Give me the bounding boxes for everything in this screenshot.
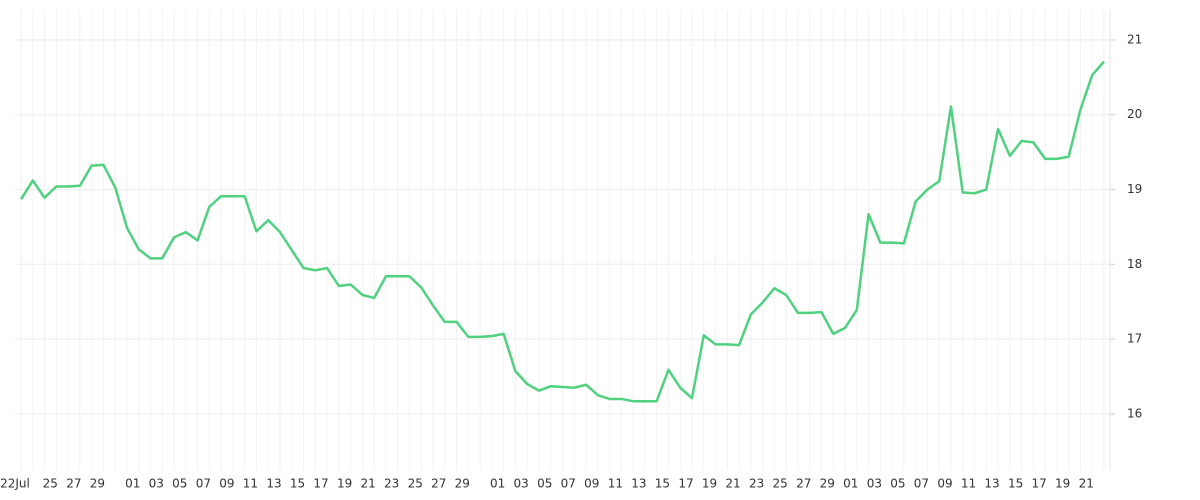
price-line: [19, 60, 1105, 403]
x-tick-label: 11: [608, 477, 623, 491]
x-tick-label: 03: [867, 477, 882, 491]
x-tick-label: 25: [43, 477, 58, 491]
x-tick-label: 01: [490, 477, 505, 491]
x-tick-label: 11: [961, 477, 976, 491]
x-tick-label: 07: [914, 477, 929, 491]
x-tick-label: 23: [384, 477, 399, 491]
x-tick-label: 15: [1008, 477, 1023, 491]
x-tick-label: 19: [1055, 477, 1070, 491]
x-tick-label: 05: [172, 477, 187, 491]
x-tick-label: 21: [1079, 477, 1094, 491]
x-tick-label: 15: [655, 477, 670, 491]
x-tick-label: 25: [773, 477, 788, 491]
x-tick-label: 03: [514, 477, 529, 491]
x-tick-label: 27: [66, 477, 81, 491]
x-tick-label: 19: [337, 477, 352, 491]
x-tick-label: 29: [820, 477, 835, 491]
y-tick-label: 20: [1127, 107, 1142, 121]
y-tick-label: 21: [1127, 32, 1142, 46]
y-tick-label: 17: [1127, 332, 1142, 346]
x-tick-label: 27: [431, 477, 446, 491]
x-tick-label: 21: [361, 477, 376, 491]
x-tick-label: 19: [702, 477, 717, 491]
x-tick-label: 23: [749, 477, 764, 491]
y-tick-label: 19: [1127, 182, 1142, 196]
x-tick-label: 09: [937, 477, 952, 491]
x-tick-label: 27: [796, 477, 811, 491]
x-tick-label: 17: [1032, 477, 1047, 491]
x-tick-label: 21: [725, 477, 740, 491]
x-tick-label: 07: [196, 477, 211, 491]
x-tick-label: 17: [313, 477, 328, 491]
x-tick-label: 13: [984, 477, 999, 491]
x-tick-label: 05: [890, 477, 905, 491]
x-tick-label: 09: [219, 477, 234, 491]
x-tick-label: 07: [561, 477, 576, 491]
x-tick-label: 29: [455, 477, 470, 491]
y-tick-label: 18: [1127, 257, 1142, 271]
x-tick-label: 09: [584, 477, 599, 491]
x-tick-label: 22Jul: [0, 477, 30, 491]
y-tick-label: 16: [1127, 406, 1142, 420]
x-tick-label: 13: [266, 477, 281, 491]
x-tick-label: 13: [631, 477, 646, 491]
x-tick-label: 25: [408, 477, 423, 491]
x-tick-label: 01: [843, 477, 858, 491]
x-tick-label: 17: [678, 477, 693, 491]
x-tick-label: 05: [537, 477, 552, 491]
x-tick-label: 29: [90, 477, 105, 491]
x-tick-label: 03: [149, 477, 164, 491]
x-tick-label: 01: [125, 477, 140, 491]
x-tick-label: 11: [243, 477, 258, 491]
x-tick-label: 15: [290, 477, 305, 491]
